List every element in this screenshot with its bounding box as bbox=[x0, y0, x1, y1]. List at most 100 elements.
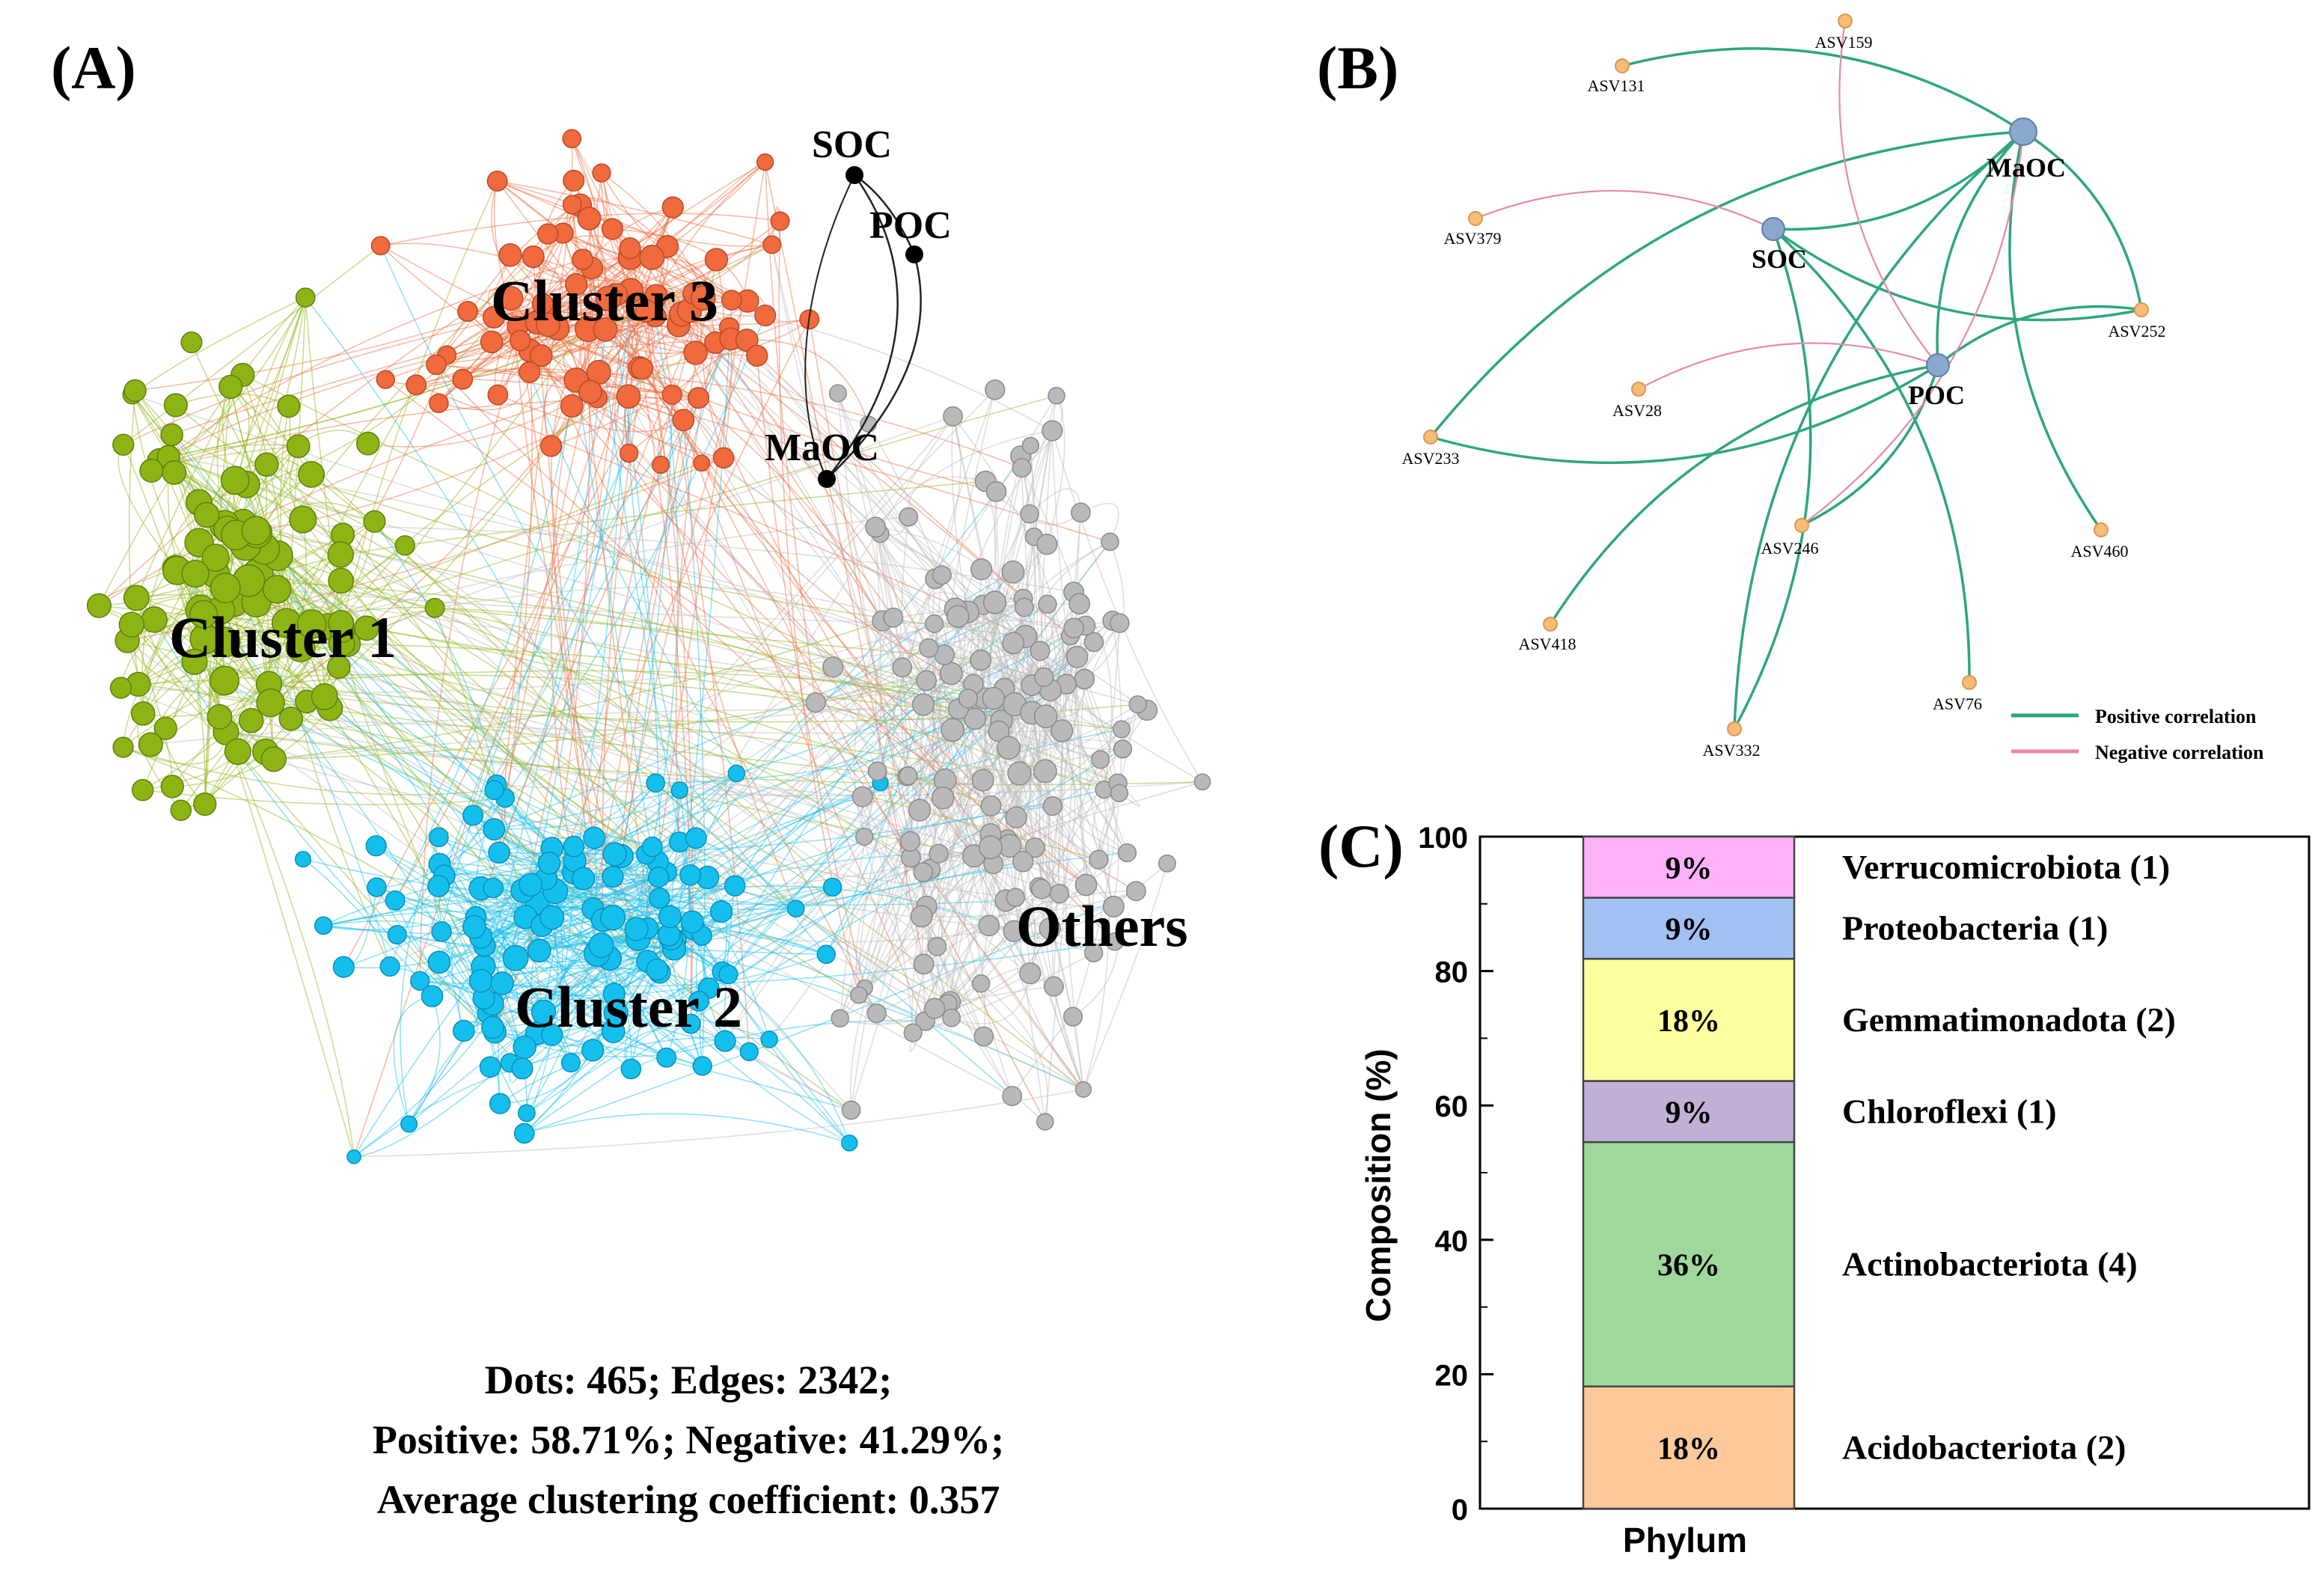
network-node-cluster1 bbox=[180, 331, 203, 354]
network-b: MaOC SOC POC ASV159 ASV131 ASV379 ASV252 ASV28 A… bbox=[1401, 13, 2264, 763]
network-node-cluster2 bbox=[517, 1104, 536, 1123]
network-edge bbox=[935, 416, 961, 579]
network-edge bbox=[480, 329, 606, 981]
network-node-others bbox=[1117, 843, 1137, 863]
network-edge bbox=[498, 852, 1115, 943]
network-node-cluster3 bbox=[498, 286, 524, 311]
network-node-others bbox=[1042, 795, 1062, 816]
network-edge bbox=[151, 470, 1008, 841]
network-node-cluster2 bbox=[841, 1134, 858, 1152]
network-edge bbox=[487, 781, 1203, 1015]
network-edge bbox=[533, 235, 631, 257]
node-asv379 bbox=[1468, 211, 1483, 226]
node-label-maoc: MaOC bbox=[1987, 153, 2066, 183]
edge-asv252-soc bbox=[1772, 227, 2142, 322]
hub-label-soc: SOC bbox=[812, 123, 892, 166]
network-edge bbox=[875, 526, 1124, 750]
node-soc bbox=[1761, 217, 1785, 241]
cluster-label-3: Cluster 3 bbox=[491, 268, 718, 333]
network-node-others bbox=[910, 905, 933, 928]
network-node-others bbox=[1024, 837, 1045, 858]
network-node-others bbox=[1036, 1113, 1054, 1131]
network-node-others bbox=[865, 516, 887, 538]
series-name-label: Actinobacteriota (4) bbox=[1842, 1244, 2138, 1283]
network-node-cluster3 bbox=[770, 211, 790, 231]
network-edge bbox=[815, 702, 914, 1033]
network-edge bbox=[204, 638, 307, 703]
network-node-cluster2 bbox=[603, 1000, 629, 1026]
network-edge bbox=[380, 245, 703, 464]
network-node-others bbox=[867, 761, 887, 781]
network-edge bbox=[936, 946, 1013, 1096]
network-node-cluster2 bbox=[294, 851, 312, 868]
network-edge bbox=[1085, 769, 1119, 790]
network-edge bbox=[225, 731, 1203, 786]
network-node-cluster1 bbox=[181, 648, 208, 675]
hub-node-maoc bbox=[818, 470, 836, 488]
network-node-cluster1 bbox=[123, 379, 147, 403]
network-edge bbox=[908, 476, 986, 517]
network-edge bbox=[415, 384, 1027, 638]
network-node-cluster2 bbox=[429, 827, 449, 848]
network-node-cluster3 bbox=[370, 236, 391, 256]
network-node-others bbox=[1193, 773, 1211, 791]
network-node-cluster2 bbox=[646, 773, 666, 793]
network-node-cluster2 bbox=[680, 1013, 701, 1034]
hub-edge bbox=[826, 254, 922, 480]
network-node-others bbox=[1074, 1081, 1092, 1099]
bar-segment-0 bbox=[1582, 1385, 1796, 1510]
network-edge bbox=[276, 589, 391, 967]
edge-asv460-maoc bbox=[2008, 131, 2103, 531]
network-edge bbox=[572, 204, 911, 842]
network-edge bbox=[475, 916, 671, 941]
network-node-cluster2 bbox=[563, 835, 585, 858]
network-edge bbox=[394, 899, 488, 1015]
network-node-cluster2 bbox=[679, 864, 701, 886]
network-node-cluster2 bbox=[421, 985, 444, 1007]
network-edge bbox=[516, 871, 667, 959]
network-node-cluster1 bbox=[112, 433, 135, 456]
network-node-cluster2 bbox=[332, 956, 355, 978]
network-edge bbox=[150, 709, 1033, 745]
network-edge bbox=[171, 434, 834, 888]
network-edge bbox=[1030, 759, 1101, 974]
network-node-cluster1 bbox=[218, 374, 243, 400]
network-edge bbox=[724, 1020, 926, 1042]
network-edge bbox=[376, 886, 703, 1067]
network-edge bbox=[523, 872, 575, 1134]
network-edge bbox=[273, 620, 883, 760]
network-edge bbox=[367, 391, 591, 448]
network-edge bbox=[928, 592, 983, 624]
network-node-cluster1 bbox=[328, 567, 355, 594]
network-node-others bbox=[1112, 720, 1131, 739]
network-edge bbox=[491, 180, 543, 305]
network-node-cluster3 bbox=[672, 409, 695, 432]
network-node-others bbox=[958, 688, 979, 709]
node-label-asv418: ASV418 bbox=[1518, 635, 1576, 653]
network-node-cluster2 bbox=[410, 971, 430, 991]
edge-asv332-soc bbox=[1733, 228, 1812, 730]
network-edge bbox=[126, 640, 206, 805]
bar-value-label: 18% bbox=[1657, 1432, 1720, 1466]
network-edge bbox=[515, 938, 639, 963]
network-node-others bbox=[971, 974, 991, 993]
network-node-cluster3 bbox=[735, 329, 759, 352]
network-node-others bbox=[1071, 502, 1091, 523]
network-node-others bbox=[899, 831, 921, 852]
network-edge bbox=[929, 868, 1084, 1090]
network-node-cluster1 bbox=[289, 505, 317, 534]
network-edge bbox=[165, 554, 341, 729]
network-node-cluster1 bbox=[238, 708, 264, 733]
network-edge bbox=[219, 643, 343, 718]
network-edge bbox=[159, 460, 1084, 1090]
network-edge bbox=[601, 172, 716, 343]
network-edge bbox=[540, 355, 878, 1014]
network-node-others bbox=[1102, 896, 1125, 917]
network-edge bbox=[952, 729, 1099, 861]
network-edge bbox=[1057, 623, 1120, 894]
edge-asv76-soc bbox=[1772, 227, 1971, 683]
network-edge bbox=[172, 707, 331, 787]
network-edge bbox=[1053, 656, 1078, 987]
network-edge bbox=[126, 640, 271, 703]
panel-label-c: (C) bbox=[1318, 812, 1404, 880]
